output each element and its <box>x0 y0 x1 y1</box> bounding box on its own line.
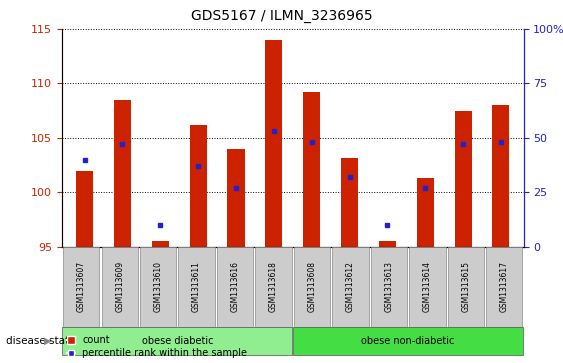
Text: GSM1313618: GSM1313618 <box>269 261 278 312</box>
Text: GSM1313613: GSM1313613 <box>385 261 394 312</box>
Text: GSM1313616: GSM1313616 <box>231 261 239 312</box>
Text: disease state: disease state <box>6 336 75 346</box>
Text: ▶: ▶ <box>44 336 52 346</box>
Bar <box>190 125 207 247</box>
Text: GSM1313614: GSM1313614 <box>423 261 432 312</box>
Text: GSM1313617: GSM1313617 <box>500 261 509 312</box>
Text: GSM1313611: GSM1313611 <box>192 261 201 312</box>
Bar <box>76 171 93 247</box>
Text: obese non-diabetic: obese non-diabetic <box>361 336 455 346</box>
Text: obese diabetic: obese diabetic <box>142 336 213 346</box>
Text: GSM1313607: GSM1313607 <box>77 261 86 312</box>
Bar <box>152 241 169 247</box>
Text: GSM1313609: GSM1313609 <box>115 261 124 312</box>
Bar <box>341 158 358 247</box>
Text: GSM1313608: GSM1313608 <box>307 261 316 312</box>
Bar <box>454 111 472 247</box>
Legend: count, percentile rank within the sample: count, percentile rank within the sample <box>67 335 247 358</box>
Bar <box>379 241 396 247</box>
Bar <box>114 100 131 247</box>
Bar <box>493 105 510 247</box>
Bar <box>265 40 283 247</box>
Bar <box>303 92 320 247</box>
Bar <box>227 149 244 247</box>
Text: GSM1313610: GSM1313610 <box>154 261 163 312</box>
Bar <box>417 178 434 247</box>
Text: GSM1313612: GSM1313612 <box>346 261 355 312</box>
Text: GSM1313615: GSM1313615 <box>462 261 470 312</box>
Text: GDS5167 / ILMN_3236965: GDS5167 / ILMN_3236965 <box>191 9 372 23</box>
